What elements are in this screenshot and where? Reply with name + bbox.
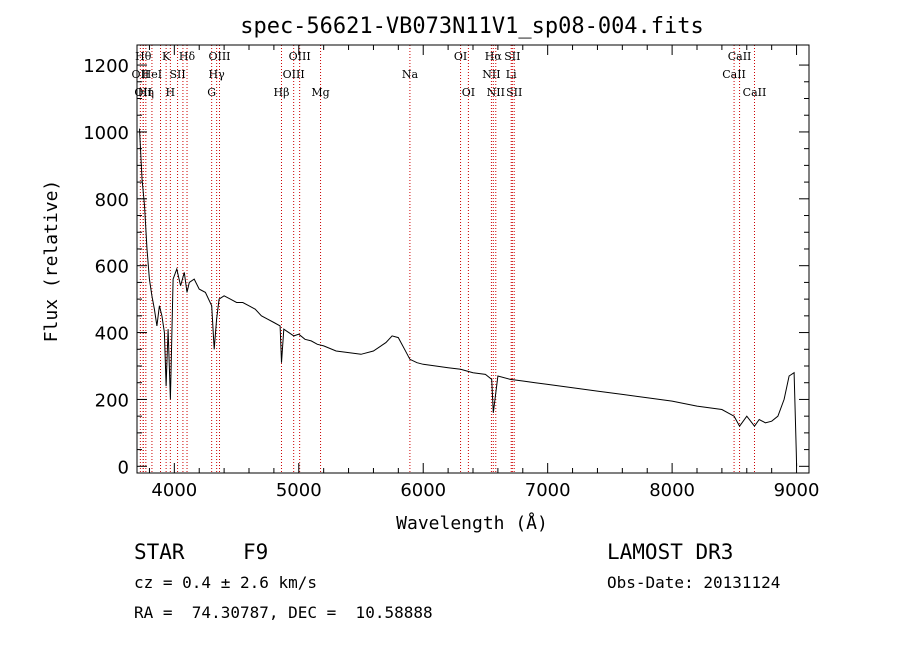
redshift-text: cz = 0.4 ± 2.6 km/s xyxy=(134,573,318,592)
coordinates: RA = 74.30787, DEC = 10.58888 xyxy=(134,603,433,622)
line-label: Hβ xyxy=(274,86,290,99)
line-label: NII xyxy=(482,68,500,81)
line-label: SII xyxy=(506,86,522,99)
line-label: Mg xyxy=(311,86,329,99)
line-label: Na xyxy=(402,68,419,81)
emission-line-markers xyxy=(139,45,755,473)
chart-title: spec-56621-VB073N11V1_sp08-004.fits xyxy=(240,14,704,39)
y-axis-label: Flux (relative) xyxy=(41,180,62,343)
x-axis-ticks: 4000 5000 6000 7000 8000 9000 xyxy=(148,45,820,501)
y-tick-label: 1200 xyxy=(83,56,129,77)
obs-date: Obs-Date: 20131124 xyxy=(607,573,781,592)
y-tick-label: 200 xyxy=(95,390,129,411)
line-label: NII xyxy=(487,86,505,99)
line-label: Hθ xyxy=(135,50,152,63)
line-label: Hα xyxy=(485,50,503,63)
line-label: K xyxy=(162,50,171,63)
line-label: Li xyxy=(506,68,517,81)
line-label: Hδ xyxy=(179,50,196,63)
spectrum-line xyxy=(139,128,798,467)
x-tick-label: 9000 xyxy=(774,480,820,501)
x-tick-label: 6000 xyxy=(400,480,446,501)
line-label: OII xyxy=(132,68,150,81)
emission-line-labels: OIIHθOIIHηHeIKHSIIHδGHγOIIIHβOIIIOIIIMgN… xyxy=(132,50,767,99)
y-axis-ticks: 0 200 400 600 800 1000 1200 xyxy=(83,56,809,478)
line-label: OIII xyxy=(289,50,311,63)
y-tick-label: 1000 xyxy=(83,123,129,144)
line-label: OI xyxy=(462,86,475,99)
x-tick-label: 5000 xyxy=(276,480,322,501)
line-label: CaII xyxy=(728,50,752,63)
y-tick-label: 400 xyxy=(95,324,129,345)
x-tick-label: 4000 xyxy=(151,480,197,501)
y-tick-label: 800 xyxy=(95,190,129,211)
line-label: SII xyxy=(504,50,520,63)
object-subclass: F9 xyxy=(243,540,269,564)
spectrum-chart: spec-56621-VB073N11V1_sp08-004.fits OIIH… xyxy=(41,14,820,534)
line-label: H xyxy=(166,86,176,99)
y-tick-label: 0 xyxy=(118,457,129,478)
object-class: STAR xyxy=(134,540,185,564)
x-tick-label: 7000 xyxy=(525,480,571,501)
line-label: OIII xyxy=(208,50,230,63)
x-axis-label: Wavelength (Å) xyxy=(396,512,548,534)
line-label: CaII xyxy=(743,86,767,99)
line-label: Hη xyxy=(138,86,154,99)
line-label: OIII xyxy=(283,68,305,81)
line-label: OII xyxy=(134,86,152,99)
line-label: HeI xyxy=(142,68,162,81)
line-label: Hγ xyxy=(209,68,226,81)
line-label: G xyxy=(207,86,216,99)
x-tick-label: 8000 xyxy=(649,480,695,501)
plot-frame xyxy=(136,44,810,474)
line-label: SII xyxy=(169,68,185,81)
line-label: CaII xyxy=(722,68,746,81)
line-label: OI xyxy=(454,50,467,63)
y-tick-label: 600 xyxy=(95,257,129,278)
survey-name: LAMOST DR3 xyxy=(607,540,734,564)
